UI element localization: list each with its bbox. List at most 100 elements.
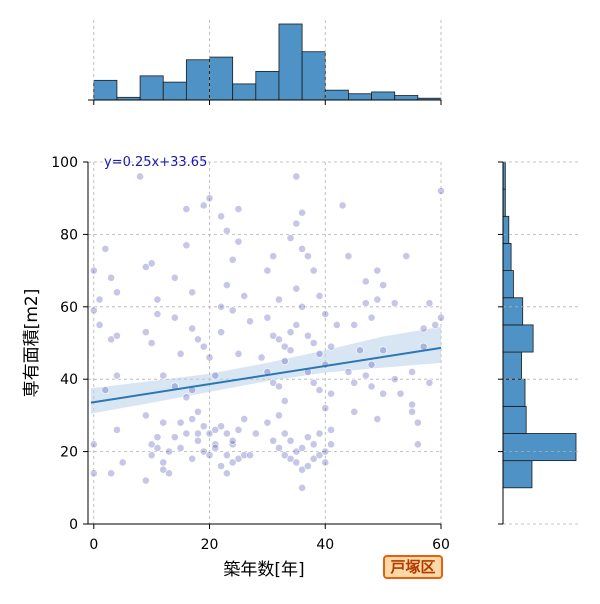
scatter-point [199, 342, 208, 351]
scatter-point [361, 277, 370, 286]
x-tick-label: 0 [89, 537, 98, 553]
scatter-point [217, 328, 225, 337]
scatter-point [176, 418, 185, 427]
scatter-point [356, 346, 364, 355]
scatter-point [89, 469, 98, 478]
scatter-point [315, 386, 324, 394]
right-histogram-bar [502, 324, 534, 353]
scatter-point [170, 273, 179, 282]
scatter-point [280, 357, 289, 365]
regression-line [90, 346, 442, 404]
scatter-point [170, 313, 179, 322]
scatter-point [153, 444, 162, 452]
scatter-point [373, 415, 382, 423]
top-histogram-bar [162, 81, 187, 101]
scatter-point [141, 476, 150, 485]
scatter-point [263, 266, 272, 275]
scatter-point [182, 393, 191, 402]
scatter-point [379, 281, 388, 289]
scatter-point [188, 415, 197, 423]
scatter-point [222, 429, 231, 438]
scatter-point [286, 436, 295, 445]
scatter-point [188, 454, 197, 463]
x-axis-label: 築年数[年] [223, 560, 304, 580]
scatter-point [95, 295, 104, 304]
scatter-point [211, 425, 220, 434]
scatter-point [170, 433, 179, 442]
scatter-point [89, 266, 98, 275]
x-tick-label: 60 [432, 537, 450, 553]
scatter-point [211, 444, 220, 452]
scatter-point [234, 454, 243, 463]
right-histogram-bar [502, 378, 526, 407]
scatter-point [298, 244, 307, 253]
scatter-point [390, 299, 399, 308]
right-histogram-bar [502, 215, 510, 244]
scatter-point [280, 429, 289, 438]
y-tick-label: 20 [60, 445, 78, 461]
scatter-point [113, 288, 121, 297]
scatter-point [309, 378, 318, 387]
scatter-point [298, 465, 307, 474]
scatter-point [408, 400, 416, 409]
scatter-point [246, 451, 254, 460]
scatter-point [304, 462, 312, 470]
scatter-point [217, 302, 225, 311]
scatter-point [263, 418, 272, 427]
scatter-point [373, 295, 382, 304]
scatter-point [113, 371, 121, 380]
scatter-point [199, 201, 208, 210]
scatter-point [315, 292, 324, 300]
scatter-point [437, 187, 445, 195]
scatter-point [194, 335, 202, 344]
scatter-point [269, 331, 278, 340]
x-tick-label: 40 [316, 537, 334, 553]
y-tick-label: 80 [60, 227, 78, 243]
top-histogram-bar [301, 51, 326, 101]
scatter-point [240, 292, 249, 300]
scatter-point [425, 378, 434, 387]
right-histogram-bar [502, 297, 524, 326]
scatter-point [309, 440, 318, 449]
scatter-point [147, 451, 156, 460]
scatter-point [246, 317, 254, 326]
scatter-point [217, 462, 225, 470]
scatter-point [147, 259, 156, 268]
scatter-point [431, 320, 440, 329]
scatter-point [298, 483, 307, 492]
scatter-point [361, 299, 370, 308]
scatter-point [350, 320, 359, 329]
scatter-point [286, 346, 295, 355]
scatter-point [199, 447, 208, 456]
top-histogram-bar [185, 59, 210, 101]
scatter-point [217, 422, 225, 431]
y-axis-label: 専有面積[m2] [22, 289, 42, 398]
scatter-point [350, 407, 359, 416]
scatter-point [217, 212, 225, 221]
scatter-point [194, 429, 202, 438]
scatter-point [379, 346, 388, 355]
scatter-point [413, 418, 422, 427]
top-histogram-bar [348, 93, 372, 101]
scatter-point [275, 335, 283, 344]
scatter-point [228, 436, 237, 445]
scatter-point [304, 252, 312, 261]
scatter-point [159, 371, 168, 380]
right-histogram-bar [502, 433, 577, 462]
scatter-point [205, 194, 214, 203]
scatter-point [298, 208, 307, 217]
scatter-point [269, 378, 278, 387]
scatter-point [147, 440, 156, 449]
scatter-point [286, 454, 295, 463]
scatter-point [344, 252, 353, 261]
scatter-point [228, 255, 237, 264]
scatter-point [107, 335, 116, 344]
top-histogram-bar [278, 23, 303, 101]
scatter-point [141, 328, 150, 337]
scatter-point [280, 342, 289, 351]
scatter-point [263, 313, 272, 322]
scatter-point [141, 411, 150, 420]
scatter-point [315, 349, 324, 358]
scatter-point [234, 205, 243, 213]
scatter-point [327, 440, 335, 449]
